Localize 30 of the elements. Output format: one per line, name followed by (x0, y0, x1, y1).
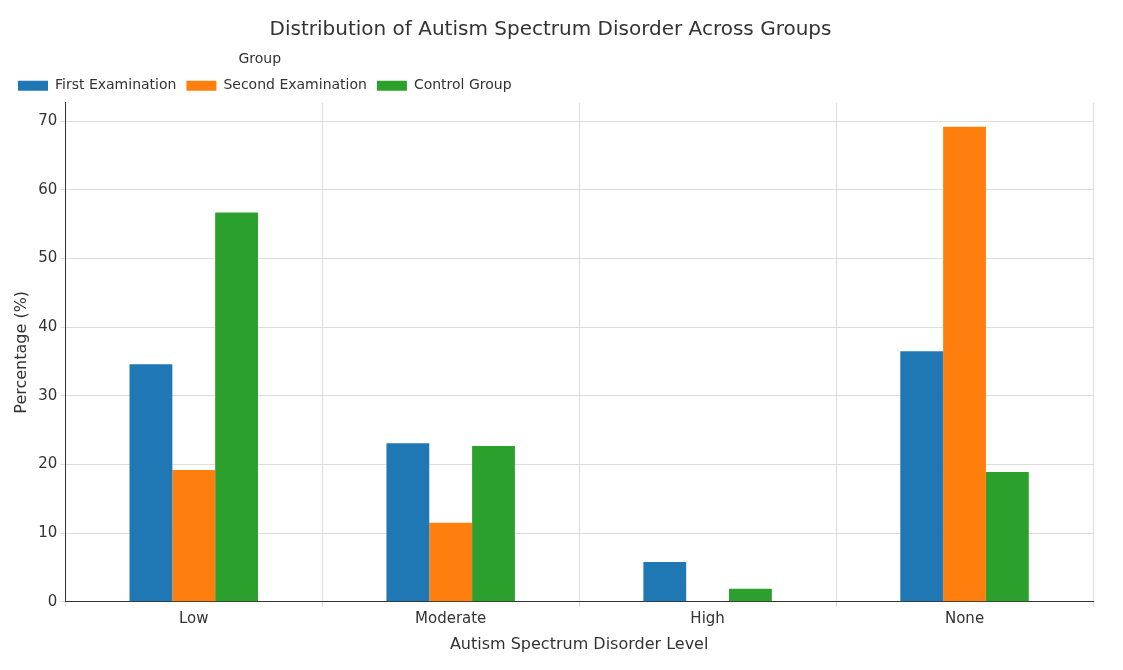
y-tick-label: 50 (38, 248, 58, 267)
bar (643, 561, 687, 602)
y-tick-label: 70 (38, 111, 58, 130)
bar (172, 470, 216, 602)
y-tick-label: 10 (38, 523, 58, 542)
legend-title: Group (238, 49, 282, 66)
legend-label: First Examination (55, 76, 177, 93)
chart-title: Distribution of Autism Spectrum Disorder Across Groups (269, 16, 832, 41)
bar (985, 472, 1029, 602)
bar (900, 351, 944, 602)
legend-label: Control Group (413, 76, 512, 93)
y-tick-label: 30 (38, 385, 58, 404)
y-tick-label: 60 (38, 179, 58, 198)
y-tick-label: 20 (38, 454, 58, 473)
bar (472, 445, 515, 602)
bar (129, 364, 173, 602)
x-tick-label: Moderate (415, 608, 487, 627)
x-tick-label: Low (178, 608, 209, 627)
bar (729, 588, 772, 602)
bar (386, 443, 430, 602)
y-axis-title: Percentage (%) (10, 290, 30, 414)
x-tick-label: High (690, 608, 725, 627)
legend-label: Second Examination (223, 76, 367, 93)
bar (429, 522, 473, 602)
x-tick-label: None (944, 608, 985, 627)
y-tick-label: 40 (38, 317, 58, 336)
bar (943, 126, 986, 602)
x-axis-title: Autism Spectrum Disorder Level (449, 633, 709, 653)
y-tick-label: 0 (47, 591, 58, 610)
bar (215, 212, 258, 602)
